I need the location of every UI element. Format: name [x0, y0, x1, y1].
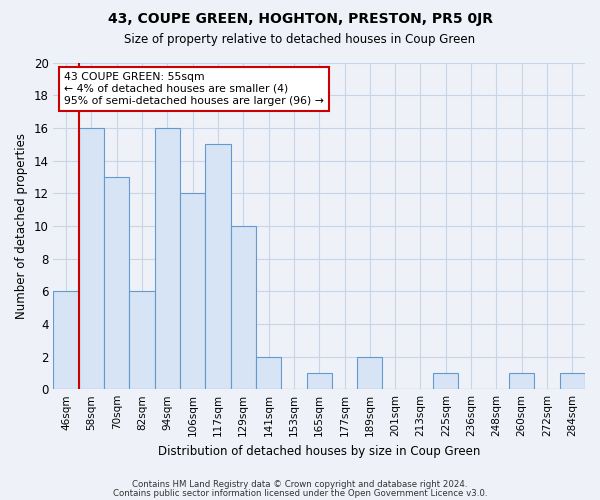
Y-axis label: Number of detached properties: Number of detached properties: [15, 133, 28, 319]
Text: 43, COUPE GREEN, HOGHTON, PRESTON, PR5 0JR: 43, COUPE GREEN, HOGHTON, PRESTON, PR5 0…: [107, 12, 493, 26]
Bar: [256, 356, 281, 389]
Text: 43 COUPE GREEN: 55sqm
← 4% of detached houses are smaller (4)
95% of semi-detach: 43 COUPE GREEN: 55sqm ← 4% of detached h…: [64, 72, 324, 106]
Text: Size of property relative to detached houses in Coup Green: Size of property relative to detached ho…: [124, 32, 476, 46]
Bar: [104, 177, 130, 389]
Bar: [357, 356, 382, 389]
Text: Contains HM Land Registry data © Crown copyright and database right 2024.: Contains HM Land Registry data © Crown c…: [132, 480, 468, 489]
Bar: [53, 291, 79, 389]
Bar: [155, 128, 180, 389]
Bar: [230, 226, 256, 389]
Bar: [433, 373, 458, 389]
Bar: [180, 193, 205, 389]
Bar: [79, 128, 104, 389]
Bar: [307, 373, 332, 389]
Text: Contains public sector information licensed under the Open Government Licence v3: Contains public sector information licen…: [113, 490, 487, 498]
Bar: [130, 291, 155, 389]
X-axis label: Distribution of detached houses by size in Coup Green: Distribution of detached houses by size …: [158, 444, 481, 458]
Bar: [509, 373, 535, 389]
Bar: [205, 144, 230, 389]
Bar: [560, 373, 585, 389]
